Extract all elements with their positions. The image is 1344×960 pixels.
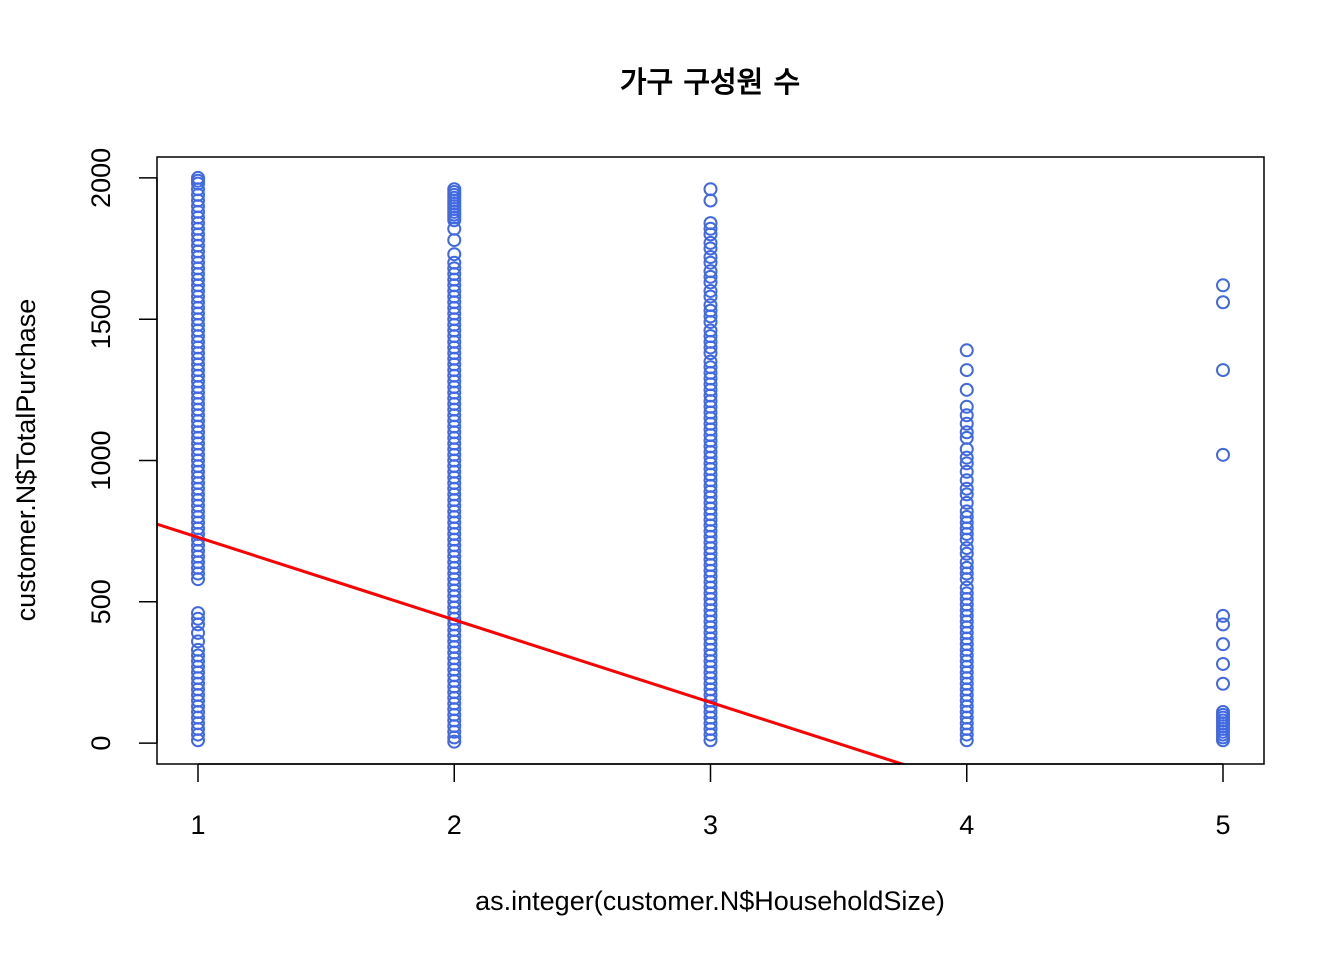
data-point [959, 382, 974, 397]
data-point [1216, 295, 1230, 310]
data-point [191, 611, 205, 626]
data-point [191, 733, 205, 748]
data-point [1216, 447, 1230, 462]
data-point [447, 724, 462, 739]
data-point [959, 541, 974, 556]
data-point [703, 241, 718, 256]
y-tick-label: 1500 [86, 289, 116, 349]
x-tick-label: 3 [703, 810, 718, 840]
y-tick-label: 2000 [86, 148, 116, 208]
data-point [1216, 278, 1230, 293]
data-point [959, 416, 974, 431]
data-point [703, 309, 718, 324]
data-point [959, 481, 974, 496]
data-point [191, 566, 205, 581]
data-point [1216, 617, 1230, 632]
data-point [1216, 637, 1230, 652]
data-point [959, 566, 974, 581]
data-point [959, 495, 974, 510]
data-point [703, 283, 718, 298]
data-point [191, 572, 205, 587]
data-point [703, 269, 718, 284]
data-point [703, 221, 718, 236]
data-point [703, 193, 718, 208]
data-point [959, 456, 974, 471]
data-point [959, 442, 974, 457]
data-point [703, 255, 718, 270]
points-layer [191, 170, 1230, 749]
data-point [191, 727, 205, 742]
data-point [959, 572, 974, 587]
regression-line [157, 522, 907, 764]
y-tick-label: 500 [86, 579, 116, 624]
data-point [703, 315, 718, 330]
y-tick-label: 1000 [86, 430, 116, 490]
data-point [959, 464, 974, 479]
data-point [959, 450, 974, 465]
data-point [703, 289, 718, 304]
data-point [959, 363, 974, 378]
data-point [703, 346, 718, 361]
data-point [1216, 733, 1230, 748]
data-point [959, 343, 974, 358]
data-point [959, 532, 974, 547]
data-point [191, 617, 205, 632]
y-axis: 0 500 1000 1500 2000 [86, 148, 158, 751]
y-tick-label: 0 [86, 736, 116, 751]
data-point [447, 213, 462, 228]
data-point [703, 235, 718, 250]
data-point [191, 634, 205, 649]
data-point [959, 487, 974, 502]
data-point [959, 727, 974, 742]
data-point [959, 733, 974, 748]
x-tick-label: 4 [959, 810, 974, 840]
data-point [959, 546, 974, 561]
data-point [959, 473, 974, 488]
data-point [959, 526, 974, 541]
data-point [703, 727, 718, 742]
data-point [959, 399, 974, 414]
data-point [703, 733, 718, 748]
data-point [447, 247, 462, 262]
data-point [191, 625, 205, 640]
data-point [959, 425, 974, 440]
data-point [959, 408, 974, 423]
data-point [703, 227, 718, 242]
data-point [1216, 656, 1230, 671]
data-point [447, 734, 462, 749]
data-point [703, 275, 718, 290]
data-point [447, 233, 462, 248]
x-axis-label: as.integer(customer.N$HouseholdSize) [475, 886, 945, 916]
x-tick-label: 2 [447, 810, 462, 840]
data-point [447, 730, 462, 745]
x-tick-label: 1 [190, 810, 205, 840]
y-axis-label: customer.N$TotalPurchase [11, 299, 41, 622]
data-point [703, 250, 718, 265]
data-point [1216, 608, 1230, 623]
chart-title: 가구 구성원 수 [620, 65, 800, 99]
data-point [703, 340, 718, 355]
x-axis: 1 2 3 4 5 [190, 763, 1231, 840]
data-point [1216, 676, 1230, 691]
x-tick-label: 5 [1215, 810, 1230, 840]
data-point [1216, 363, 1230, 378]
